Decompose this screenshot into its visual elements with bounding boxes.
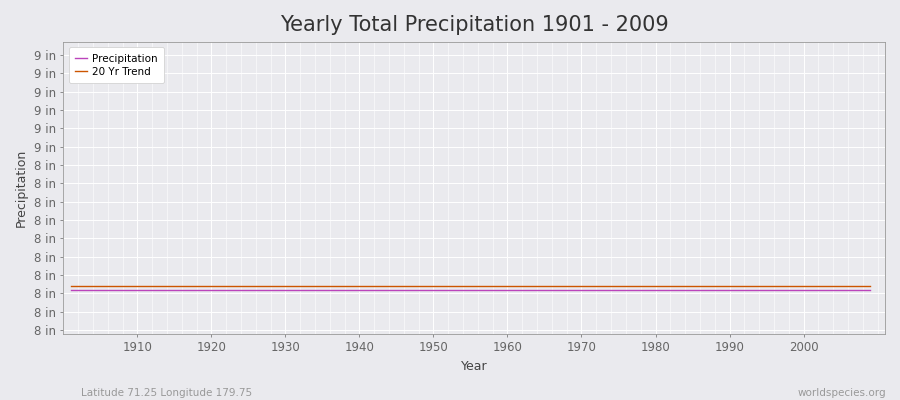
Precipitation	[66, 287, 77, 292]
Precipitation	[865, 287, 876, 292]
Y-axis label: Precipitation: Precipitation	[15, 149, 28, 227]
20 Yr Trend	[124, 284, 135, 288]
20 Yr Trend	[495, 284, 506, 288]
Precipitation	[591, 287, 602, 292]
20 Yr Trend	[502, 284, 513, 288]
Precipitation	[124, 287, 135, 292]
Text: worldspecies.org: worldspecies.org	[798, 388, 886, 398]
Precipitation	[332, 287, 343, 292]
20 Yr Trend	[332, 284, 343, 288]
Legend: Precipitation, 20 Yr Trend: Precipitation, 20 Yr Trend	[68, 47, 165, 83]
20 Yr Trend	[66, 284, 77, 288]
20 Yr Trend	[591, 284, 602, 288]
Title: Yearly Total Precipitation 1901 - 2009: Yearly Total Precipitation 1901 - 2009	[280, 15, 669, 35]
20 Yr Trend	[287, 284, 298, 288]
Text: Latitude 71.25 Longitude 179.75: Latitude 71.25 Longitude 179.75	[81, 388, 252, 398]
Precipitation	[287, 287, 298, 292]
X-axis label: Year: Year	[461, 360, 488, 373]
20 Yr Trend	[865, 284, 876, 288]
Precipitation	[502, 287, 513, 292]
Precipitation	[495, 287, 506, 292]
